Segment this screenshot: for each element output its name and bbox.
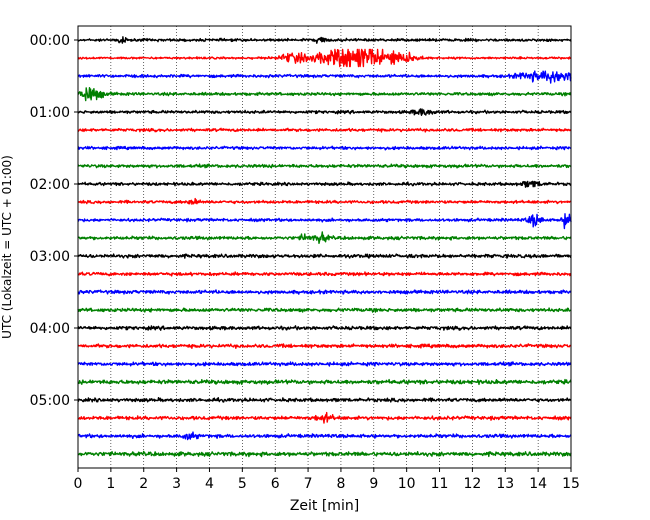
trace-0445 [77, 378, 572, 386]
y-tick-label: 05:00 [30, 393, 70, 409]
trace-0530 [77, 431, 572, 441]
trace-0515 [77, 411, 572, 424]
trace-0145 [77, 163, 572, 169]
x-tick-label: 8 [336, 476, 345, 492]
trace-0015 [77, 48, 572, 68]
plot-frame [77, 25, 572, 469]
y-axis-label: UTC (Lokalzeit = UTC + 01:00) [0, 155, 14, 339]
x-tick-label: 4 [205, 476, 214, 492]
x-tick-label: 11 [431, 476, 449, 492]
trace-0330 [77, 289, 572, 295]
y-tick-label: 03:00 [30, 249, 70, 265]
x-tick-label: 14 [529, 476, 547, 492]
trace-0430 [77, 361, 572, 367]
trace-0115 [77, 127, 572, 133]
x-tick-label: 5 [238, 476, 247, 492]
trace-0245 [77, 231, 572, 244]
y-tick-label: 01:00 [30, 105, 70, 121]
trace-0500 [77, 397, 572, 403]
y-tick-label: 02:00 [30, 177, 70, 193]
x-tick-label: 13 [496, 476, 514, 492]
trace-0100 [77, 108, 572, 116]
trace-0130 [77, 145, 572, 151]
trace-0415 [77, 343, 572, 349]
x-tick-label: 12 [463, 476, 481, 492]
y-tick-label: 00:00 [30, 33, 70, 49]
x-tick-label: 10 [398, 476, 416, 492]
trace-0200 [77, 180, 572, 188]
y-axis: 00:00 01:00 02:00 03:00 04:00 05:00 [30, 33, 78, 409]
x-tick-label: 9 [369, 476, 378, 492]
x-axis-label: Zeit [min] [290, 498, 359, 514]
x-tick-label: 2 [139, 476, 148, 492]
trace-0045 [77, 87, 572, 102]
trace-0300 [77, 253, 572, 259]
x-tick-label: 7 [304, 476, 313, 492]
trace-0545 [77, 450, 572, 458]
x-tick-label: 0 [74, 476, 83, 492]
trace-0345 [77, 307, 572, 313]
x-tick-label: 15 [562, 476, 580, 492]
trace-group [77, 36, 572, 458]
y-tick-label: 04:00 [30, 321, 70, 337]
trace-0030 [77, 70, 572, 84]
plot-background [78, 26, 571, 468]
x-tick-label: 1 [106, 476, 115, 492]
trace-0315 [77, 271, 572, 277]
trace-0230 [77, 213, 572, 230]
trace-0400 [77, 325, 572, 331]
x-axis: 0 1 2 3 4 5 6 7 8 9 10 11 12 13 14 15 [74, 468, 580, 492]
x-tick-label: 6 [271, 476, 280, 492]
trace-0000 [77, 36, 572, 44]
x-tick-label: 3 [172, 476, 181, 492]
trace-0215 [77, 197, 572, 205]
